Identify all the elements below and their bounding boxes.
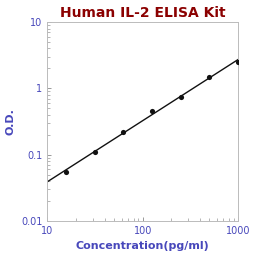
Y-axis label: O.D.: O.D.	[6, 108, 16, 135]
X-axis label: Concentration(pg/ml): Concentration(pg/ml)	[76, 241, 210, 251]
Point	[121, 130, 125, 134]
Point	[207, 75, 211, 79]
Point	[92, 150, 97, 154]
Point	[64, 170, 68, 174]
Point	[150, 109, 154, 114]
Point	[179, 95, 183, 99]
Title: Human IL-2 ELISA Kit: Human IL-2 ELISA Kit	[60, 6, 226, 20]
Point	[236, 60, 240, 64]
